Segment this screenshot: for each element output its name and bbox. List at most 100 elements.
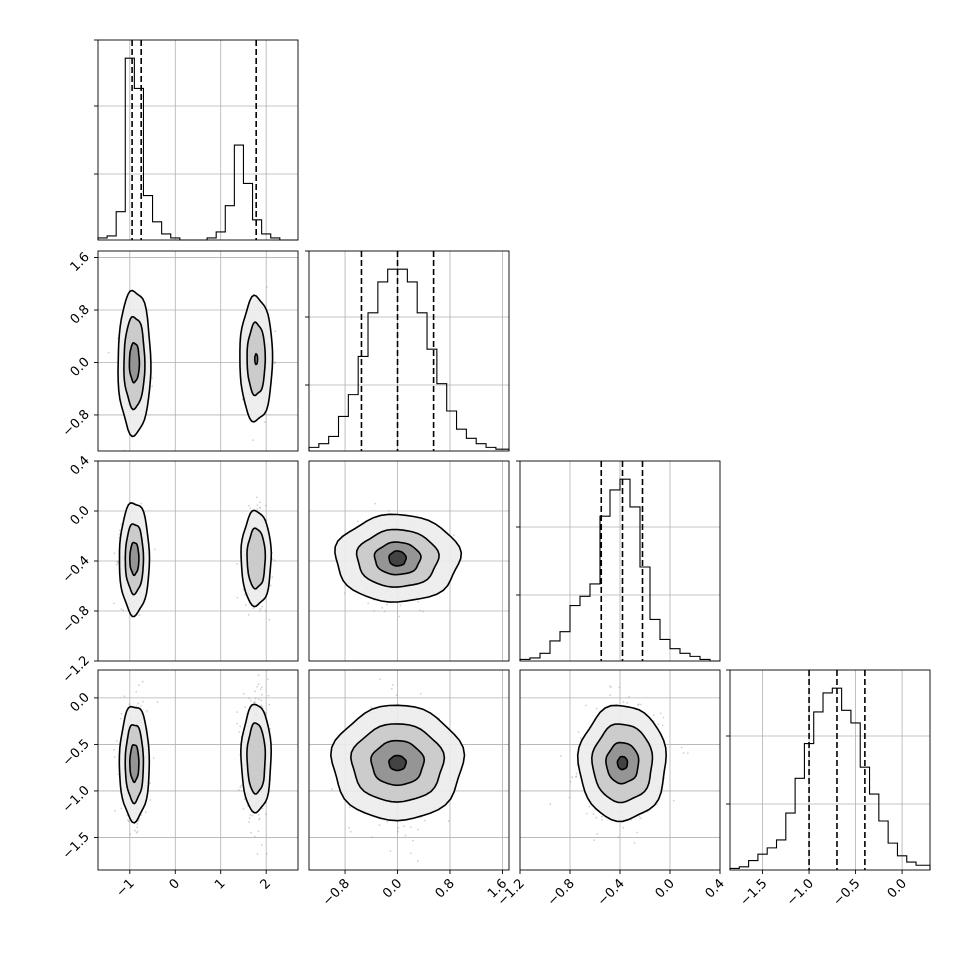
sample-point	[390, 687, 393, 690]
sample-point	[244, 706, 247, 708]
histogram-bars	[97, 57, 298, 241]
panel-frame	[97, 250, 299, 452]
sample-point	[330, 788, 333, 790]
sample-point	[639, 703, 642, 706]
sample-point	[447, 820, 450, 823]
sample-point	[266, 678, 269, 681]
sample-point	[140, 502, 143, 505]
sample-point	[609, 685, 611, 687]
sample-point	[419, 693, 422, 695]
sample-point	[236, 596, 239, 599]
sample-point	[253, 701, 255, 704]
sample-point	[115, 563, 118, 566]
sample-point	[617, 836, 620, 839]
sample-point	[260, 686, 263, 689]
sample-point	[135, 690, 138, 693]
sample-point	[595, 816, 598, 819]
density-fill	[247, 528, 266, 589]
sample-point	[255, 496, 258, 499]
sample-point	[144, 811, 147, 814]
y-tick-label: −1.5	[60, 830, 93, 863]
sample-point	[453, 534, 455, 537]
sample-point	[371, 836, 374, 839]
sample-point	[417, 828, 419, 831]
contour-line	[355, 528, 440, 588]
contour-line	[118, 502, 151, 618]
x-tick-label: 1	[212, 876, 228, 892]
sample-point	[257, 814, 260, 816]
y-tick-label: −0.8	[60, 407, 93, 440]
sample-point	[247, 697, 250, 699]
contour-line	[388, 754, 408, 772]
contour-line	[616, 755, 629, 771]
sample-point	[136, 823, 139, 825]
sample-point	[593, 839, 596, 841]
sample-point	[403, 825, 406, 827]
sample-point	[236, 562, 239, 565]
sample-point	[140, 814, 143, 816]
sample-point	[256, 504, 259, 506]
sample-point	[585, 704, 587, 707]
sample-point	[630, 819, 633, 821]
sample-point	[636, 831, 638, 834]
sample-point	[120, 608, 123, 610]
histogram-bars	[519, 478, 720, 662]
sample-point	[261, 605, 263, 608]
sample-point	[373, 609, 376, 612]
y-tick-label: −0.5	[60, 737, 93, 770]
sample-point	[274, 361, 277, 364]
sample-point	[248, 817, 251, 820]
sample-point	[265, 852, 268, 855]
sample-point	[610, 686, 612, 689]
sample-point	[252, 439, 254, 442]
sample-point	[596, 833, 599, 835]
sample-point	[601, 819, 603, 821]
sample-point	[386, 603, 388, 606]
contour-line	[124, 723, 145, 805]
sample-point	[151, 376, 153, 379]
sample-point	[656, 803, 658, 806]
contour-line	[370, 739, 426, 787]
sample-point	[268, 703, 271, 706]
panel-frame	[519, 460, 721, 662]
sample-point	[622, 701, 625, 703]
x-tick-label: 0.4	[703, 876, 728, 901]
sample-point	[265, 712, 267, 714]
x-tick-label: 0	[167, 876, 183, 892]
sample-point	[260, 704, 263, 707]
sample-point	[626, 701, 629, 704]
sample-point	[129, 833, 132, 835]
contour-line	[329, 704, 466, 822]
histogram-panel-3	[726, 669, 931, 871]
sample-point	[242, 807, 245, 810]
sample-point	[416, 860, 419, 863]
x-tick-label: −0.8	[320, 876, 353, 909]
sample-point	[261, 705, 263, 708]
sample-point	[575, 775, 578, 778]
sample-point	[348, 806, 351, 809]
y-tick-label: 0.8	[68, 302, 93, 327]
sample-point	[568, 796, 571, 799]
sample-point	[113, 749, 115, 751]
sample-point	[243, 798, 246, 801]
sample-point	[374, 502, 377, 505]
contour-line	[349, 723, 446, 803]
sample-point	[348, 826, 350, 829]
sample-point	[268, 618, 271, 621]
sample-point	[659, 712, 662, 715]
sample-point	[135, 831, 138, 834]
sample-point	[249, 699, 252, 702]
density-fill	[388, 755, 407, 771]
density-fill	[246, 722, 266, 794]
histogram-panel-2	[516, 460, 721, 662]
tick-labels: −1 0 1 2 −0.8 0.0 0.8 1.6 −1.2 −0.8 −0.4 0.0 0.4 −1.5…	[60, 250, 910, 909]
sample-point	[387, 510, 390, 512]
x-tick-label: −0.5	[830, 876, 863, 909]
sample-point	[595, 707, 598, 710]
sample-point	[236, 711, 239, 713]
sample-point	[120, 523, 123, 526]
sample-point	[367, 602, 370, 605]
sample-point	[258, 818, 260, 821]
sample-point	[245, 604, 247, 607]
x-tick-label: −0.8	[545, 876, 578, 909]
